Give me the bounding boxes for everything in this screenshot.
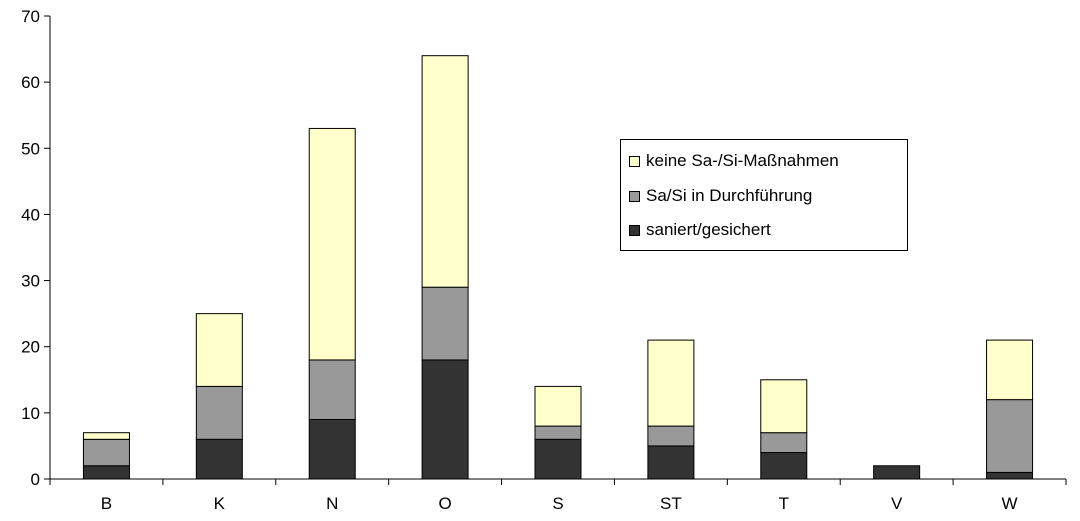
legend-item-saniert: saniert/gesichert [629,220,771,240]
y-tick-label: 40 [21,205,40,224]
x-tick-label: T [779,494,789,513]
bar-segment-b-series-2 [82,432,130,440]
bar-segment-st-series-1 [647,425,695,447]
y-tick-label: 10 [21,404,40,423]
legend-label-keine-massnahmen: keine Sa-/Si-Maßnahmen [646,151,839,170]
x-tick-label: S [552,494,563,513]
bar-segment-t-series-1 [760,432,808,454]
x-tick-label: W [1002,494,1018,513]
legend-item-in-durchfuehrung: Sa/Si in Durchführung [629,186,812,206]
bar-segment-b-series-1 [82,438,130,467]
bar-segment-st-series-0 [647,445,695,480]
bar-segment-k-series-1 [195,385,243,440]
legend-item-keine-massnahmen: keine Sa-/Si-Maßnahmen [629,151,839,171]
bar-segment-t-series-0 [760,452,808,480]
legend: keine Sa-/Si-Maßnahmen Sa/Si in Durchfüh… [620,139,908,251]
x-tick-label: O [438,494,451,513]
bar-segment-n-series-1 [308,359,356,420]
x-tick-label: ST [660,494,682,513]
bar-segment-n-series-2 [308,127,356,361]
bar-segment-n-series-0 [308,418,356,480]
bar-segment-s-series-2 [534,385,582,427]
bar-segment-o-series-2 [421,55,469,288]
bar-segment-w-series-0 [986,471,1034,480]
legend-swatch-saniert [629,224,640,236]
bar-segment-w-series-2 [986,339,1034,401]
y-tick-label: 60 [21,73,40,92]
bar-segment-o-series-1 [421,286,469,361]
bar-segment-w-series-1 [986,399,1034,473]
y-tick-label: 50 [21,139,40,158]
x-tick-label: K [214,494,226,513]
legend-label-saniert: saniert/gesichert [646,220,771,239]
bar-segment-s-series-0 [534,438,582,480]
bar-segment-k-series-2 [195,313,243,387]
x-tick-label: N [326,494,338,513]
bar-segment-k-series-0 [195,438,243,480]
bar-segment-s-series-1 [534,425,582,440]
bar-segment-v-series-0 [873,465,921,480]
y-tick-label: 70 [21,7,40,26]
legend-swatch-in-durchfuehrung [629,190,640,202]
legend-label-in-durchfuehrung: Sa/Si in Durchführung [646,186,813,205]
bar-segment-t-series-2 [760,379,808,434]
bar-segment-st-series-2 [647,339,695,427]
x-tick-label: V [891,494,903,513]
legend-swatch-keine-massnahmen [629,155,640,167]
y-tick-label: 20 [21,338,40,357]
y-tick-label: 0 [31,470,40,489]
bar-segment-o-series-0 [421,359,469,480]
x-tick-label: B [101,494,112,513]
y-tick-label: 30 [21,272,40,291]
bar-segment-b-series-0 [82,465,130,480]
